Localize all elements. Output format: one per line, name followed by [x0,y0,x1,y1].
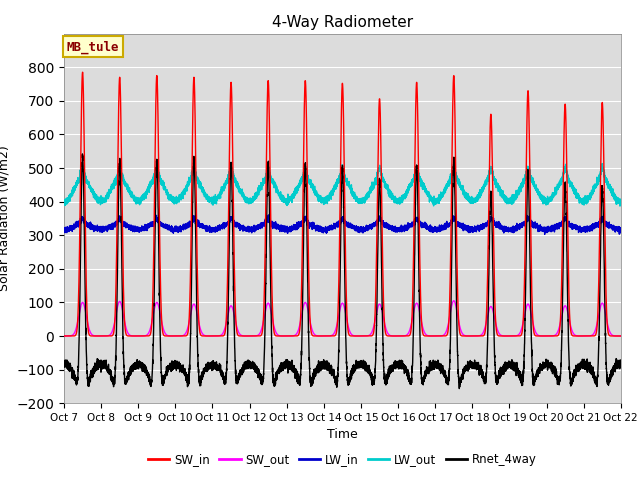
Y-axis label: Solar Radiation (W/m2): Solar Radiation (W/m2) [0,145,11,291]
Legend: SW_in, SW_out, LW_in, LW_out, Rnet_4way: SW_in, SW_out, LW_in, LW_out, Rnet_4way [143,449,541,471]
Text: MB_tule: MB_tule [67,40,119,54]
Title: 4-Way Radiometer: 4-Way Radiometer [272,15,413,30]
X-axis label: Time: Time [327,429,358,442]
